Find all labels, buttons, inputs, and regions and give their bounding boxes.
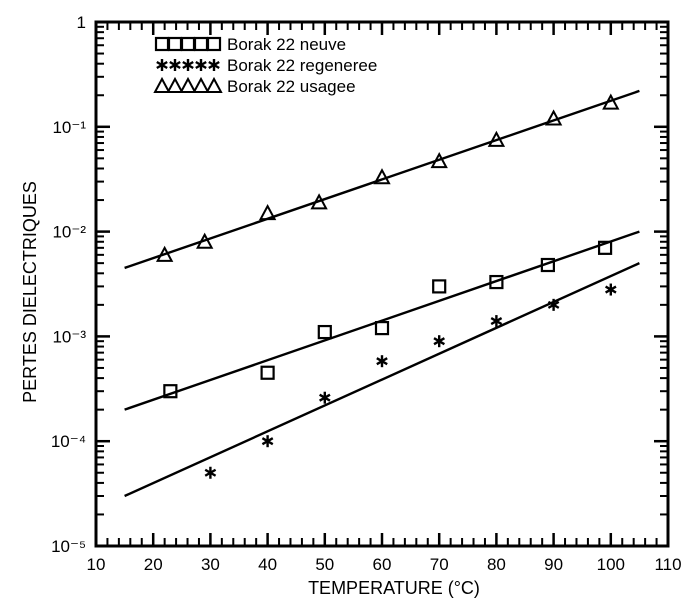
data-point-2-7 [544, 109, 563, 126]
legend-symbol-1-2 [182, 59, 194, 71]
fit-line-1 [124, 262, 640, 498]
legend-symbol-2-1 [166, 76, 184, 93]
y-axis-title: PERTES DIELECTRIQUES [20, 181, 40, 403]
data-point-1-6 [547, 298, 560, 311]
x-tick-label: 70 [430, 555, 449, 574]
y-tick-label: 1 [77, 13, 86, 32]
y-tick-label: 10⁻¹ [52, 118, 86, 137]
x-tick-label: 60 [373, 555, 392, 574]
data-point-0-4 [432, 279, 447, 294]
x-tick-label: 50 [315, 555, 334, 574]
x-tick-label: 30 [201, 555, 220, 574]
legend-label-2: Borak 22 usagee [227, 77, 356, 96]
legend-symbol-0-2 [180, 36, 196, 52]
x-axis-title: TEMPERATURE (°C) [308, 578, 480, 598]
data-point-0-3 [374, 321, 390, 336]
legend-symbol-2-2 [179, 76, 197, 93]
legend-symbol-1-4 [208, 59, 220, 71]
plot-frame [94, 20, 670, 548]
legend-symbol-2-3 [192, 76, 210, 93]
legend-symbol-2-0 [153, 76, 171, 93]
x-tick-label: 40 [258, 555, 277, 574]
y-tick-label: 10⁻⁴ [51, 432, 86, 451]
data-point-0-2 [317, 324, 332, 340]
legend-symbol-0-0 [154, 36, 170, 52]
y-tick-label: 10⁻³ [52, 327, 86, 346]
y-tick-label: 10⁻² [52, 223, 86, 242]
data-point-2-8 [602, 93, 620, 110]
data-point-1-1 [261, 435, 274, 448]
data-point-0-7 [597, 240, 613, 255]
fit-line-0 [124, 230, 640, 411]
x-tick-label: 90 [544, 555, 563, 574]
legend-symbol-2-4 [205, 76, 223, 93]
x-axis: 10 20 30 40 50 60 70 80 90 100 110 [87, 22, 682, 574]
fit-lines [124, 89, 640, 498]
fit-line-2 [124, 89, 640, 270]
plot-border [94, 20, 670, 548]
legend: Borak 22 neuve Borak 22 regeneree Borak … [153, 35, 377, 96]
legend-symbol-0-1 [167, 36, 183, 52]
y-axis: 10⁻⁵ 10⁻⁴ 10⁻³ 10⁻² 10⁻¹ 1 [51, 13, 668, 556]
data-point-1-4 [433, 335, 445, 348]
data-point-1-5 [490, 315, 503, 328]
data-point-1-7 [605, 283, 617, 296]
x-tick-label: 100 [597, 555, 625, 574]
data-point-2-5 [430, 152, 448, 169]
data-point-1-3 [376, 355, 388, 368]
y-tick-label: 10⁻⁵ [51, 537, 86, 556]
x-tick-label: 20 [144, 555, 163, 574]
data-point-0-0 [163, 384, 178, 399]
legend-symbol-0-3 [193, 36, 209, 52]
data-point-2-1 [196, 232, 214, 249]
data-point-2-4 [373, 168, 391, 185]
legend-symbol-1-0 [156, 59, 168, 71]
x-tick-label: 10 [87, 555, 106, 574]
legend-label-1: Borak 22 regeneree [227, 56, 377, 75]
data-point-0-5 [489, 274, 504, 290]
x-tick-label: 110 [654, 555, 681, 574]
markers [155, 93, 620, 479]
data-point-1-2 [319, 391, 331, 404]
data-point-0-1 [260, 365, 275, 380]
data-point-2-6 [487, 130, 506, 147]
data-point-2-2 [258, 204, 277, 221]
legend-symbol-0-4 [206, 36, 222, 52]
data-point-2-3 [310, 193, 328, 210]
legend-symbol-1-3 [195, 59, 207, 71]
x-tick-label: 80 [487, 555, 506, 574]
data-point-0-6 [540, 257, 555, 273]
legend-label-0: Borak 22 neuve [227, 35, 346, 54]
data-point-1-0 [204, 466, 217, 479]
data-point-2-0 [155, 245, 174, 262]
legend-symbol-1-1 [169, 59, 181, 71]
